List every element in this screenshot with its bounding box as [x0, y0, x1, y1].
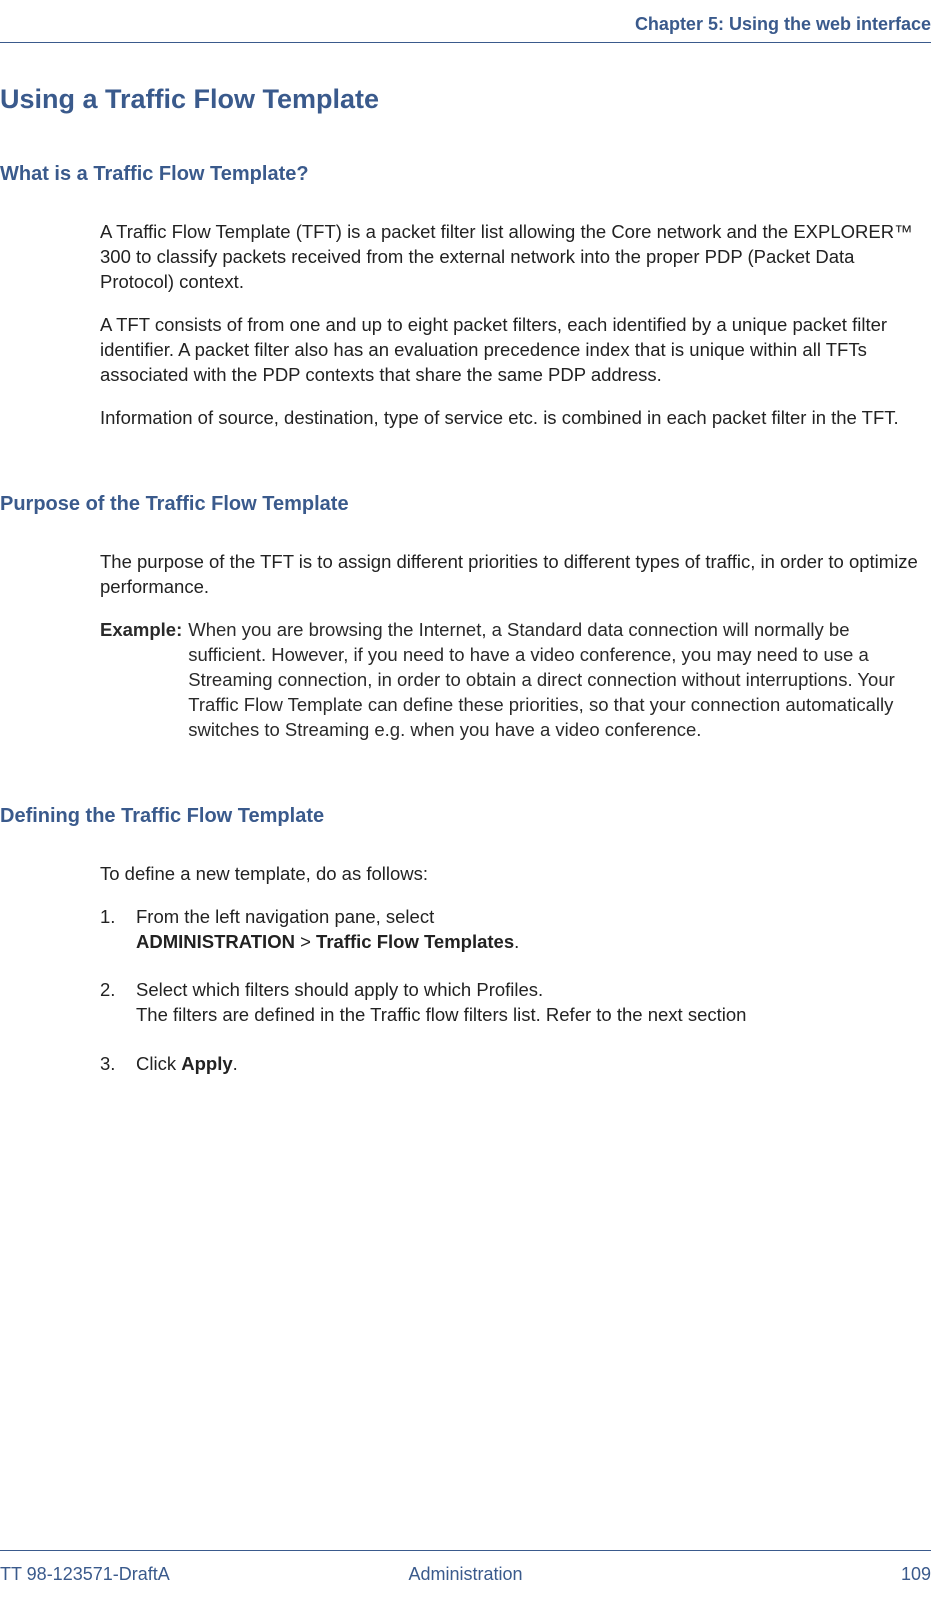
- list-text: The filters are defined in the Traffic f…: [136, 1004, 746, 1025]
- example-block: Example: When you are browsing the Inter…: [100, 618, 931, 743]
- section-heading-defining: Defining the Traffic Flow Template: [0, 805, 931, 828]
- nav-path-part: ADMINISTRATION: [136, 931, 295, 952]
- list-text: Select which filters should apply to whi…: [136, 979, 543, 1000]
- paragraph: To define a new template, do as follows:: [100, 862, 931, 887]
- footer-section-name: Administration: [408, 1564, 522, 1585]
- list-text: .: [233, 1053, 238, 1074]
- paragraph: A Traffic Flow Template (TFT) is a packe…: [100, 220, 931, 295]
- list-text: From the left navigation pane, select: [136, 906, 434, 927]
- paragraph: Information of source, destination, type…: [100, 406, 931, 431]
- list-item: 3. Click Apply.: [100, 1052, 931, 1077]
- content-area: Using a Traffic Flow Template What is a …: [0, 84, 931, 1101]
- list-number: 1.: [100, 905, 136, 930]
- nav-path-part: Traffic Flow Templates: [316, 931, 514, 952]
- list-body: From the left navigation pane, select AD…: [136, 905, 931, 955]
- header-chapter: Chapter 5: Using the web interface: [635, 14, 931, 35]
- example-text: When you are browsing the Internet, a St…: [188, 618, 931, 743]
- list-item: 1. From the left navigation pane, select…: [100, 905, 931, 955]
- page: Chapter 5: Using the web interface Using…: [0, 0, 945, 1599]
- list-number: 2.: [100, 978, 136, 1003]
- paragraph: A TFT consists of from one and up to eig…: [100, 313, 931, 388]
- footer-rule: [0, 1550, 931, 1551]
- list-number: 3.: [100, 1052, 136, 1077]
- page-title: Using a Traffic Flow Template: [0, 84, 931, 115]
- apply-label: Apply: [181, 1053, 232, 1074]
- list-text: .: [514, 931, 519, 952]
- header-rule: [0, 42, 931, 43]
- list-body: Click Apply.: [136, 1052, 931, 1077]
- nav-path-sep: >: [295, 931, 316, 952]
- footer: TT 98-123571-DraftA Administration 109: [0, 1564, 931, 1585]
- footer-page-number: 109: [901, 1564, 931, 1585]
- list-item: 2. Select which filters should apply to …: [100, 978, 931, 1028]
- footer-doc-id: TT 98-123571-DraftA: [0, 1564, 170, 1585]
- paragraph: The purpose of the TFT is to assign diff…: [100, 550, 931, 600]
- list-body: Select which filters should apply to whi…: [136, 978, 931, 1028]
- section-heading-purpose: Purpose of the Traffic Flow Template: [0, 493, 931, 516]
- section-heading-what-is: What is a Traffic Flow Template?: [0, 163, 931, 186]
- ordered-list: 1. From the left navigation pane, select…: [100, 905, 931, 1078]
- example-label: Example:: [100, 618, 188, 643]
- list-text: Click: [136, 1053, 181, 1074]
